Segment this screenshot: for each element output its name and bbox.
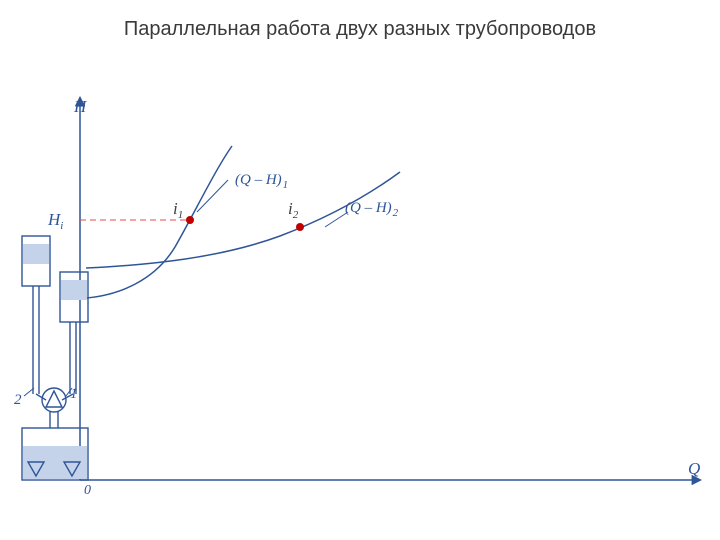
curve-qh2-label: (Q – H)2 xyxy=(345,200,399,219)
curve-qh1 xyxy=(86,146,232,298)
hi-label: Hi xyxy=(47,210,63,232)
point-i1 xyxy=(186,216,194,224)
schem-label-1: 1 xyxy=(70,386,78,402)
x-axis-label: Q xyxy=(688,459,700,478)
y-axis-label: H xyxy=(73,97,88,116)
point-i1-label: i1 xyxy=(173,199,183,221)
point-i2-label: i2 xyxy=(288,199,299,221)
pump-schematic xyxy=(22,236,88,480)
qh1-leader xyxy=(197,180,228,212)
point-i2 xyxy=(296,223,304,231)
diagram-svg: Q H 0 Hi (Q – H)1 (Q – H)2 i1 i2 xyxy=(0,0,720,540)
schem-label-2: 2 xyxy=(14,392,22,408)
origin-label: 0 xyxy=(84,483,91,498)
curve-qh1-label: (Q – H)1 xyxy=(235,172,288,191)
